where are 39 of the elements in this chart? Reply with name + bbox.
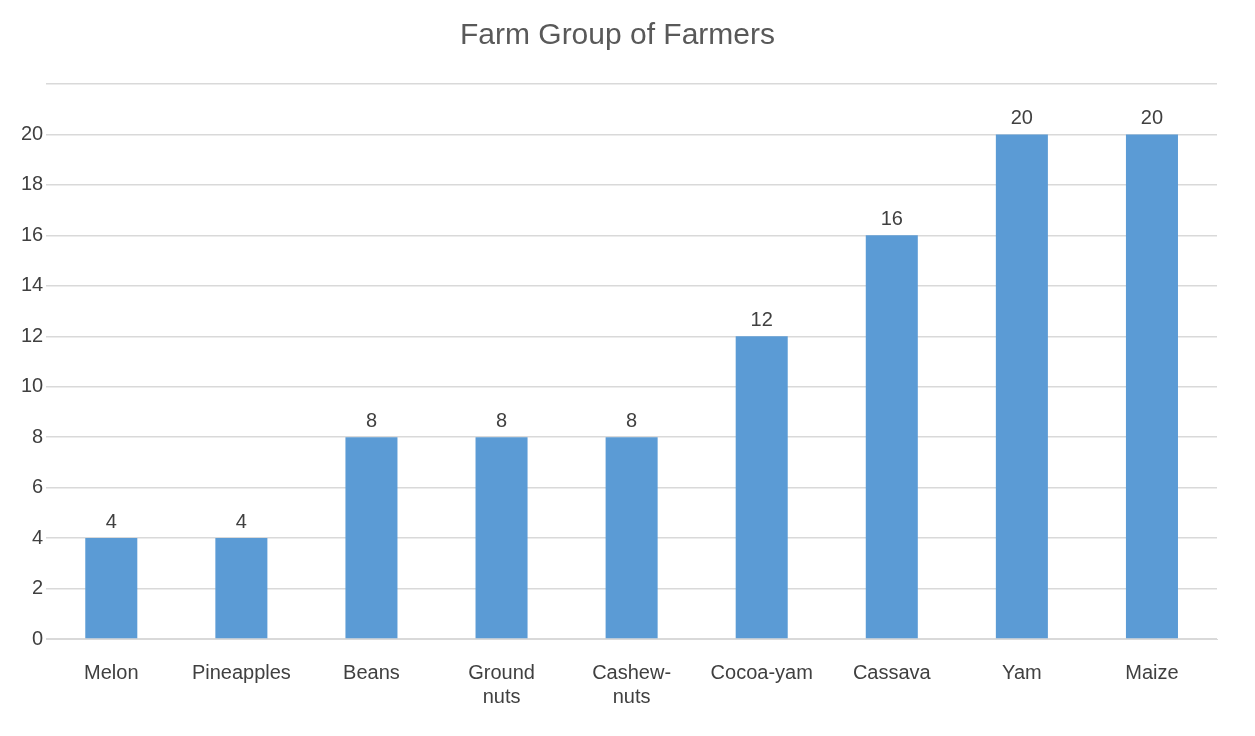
- y-tick-label: 12: [21, 323, 44, 346]
- data-label: 8: [495, 408, 508, 431]
- y-tick-label: 0: [32, 626, 44, 649]
- x-tick-label: Melon: [84, 660, 139, 683]
- x-tick-label: Maize: [1125, 660, 1179, 683]
- y-tick-label: 4: [32, 525, 44, 548]
- x-tick-label: Cashew-nuts: [592, 660, 672, 707]
- y-tick-label: 8: [32, 424, 44, 447]
- x-tick-label: Pineapples: [191, 660, 291, 683]
- x-tick-label: Yam: [1002, 660, 1042, 683]
- bar: [215, 538, 268, 639]
- y-tick-label: 20: [21, 121, 44, 144]
- y-tick-label: 2: [32, 576, 44, 599]
- x-tick-label: Beans: [343, 660, 400, 683]
- data-label: 20: [1010, 105, 1033, 128]
- bar: [865, 235, 918, 639]
- y-tick-label: 6: [32, 475, 44, 498]
- bar: [735, 336, 788, 639]
- bar: [85, 538, 138, 639]
- bar: [475, 437, 528, 639]
- y-tick-label: 14: [21, 273, 44, 296]
- data-label: 20: [1140, 105, 1164, 128]
- chart-title: Farm Group of Farmers: [459, 17, 776, 51]
- bar: [995, 134, 1048, 639]
- bar: [605, 437, 658, 639]
- data-label: 8: [626, 408, 638, 431]
- bar: [1125, 134, 1178, 639]
- y-tick-label: 16: [21, 222, 44, 245]
- x-tick-label: Cocoa-yam: [710, 660, 813, 683]
- data-label: 4: [235, 509, 247, 532]
- y-tick-label: 18: [21, 172, 44, 195]
- data-label: 12: [750, 307, 773, 330]
- data-label: 4: [105, 509, 117, 532]
- data-label: 16: [880, 206, 903, 229]
- bar: [345, 437, 398, 639]
- y-tick-label: 10: [21, 374, 44, 397]
- data-label: 8: [365, 408, 378, 431]
- x-tick-label: Ground nuts: [468, 660, 535, 707]
- x-tick-label: Cassava: [852, 660, 932, 683]
